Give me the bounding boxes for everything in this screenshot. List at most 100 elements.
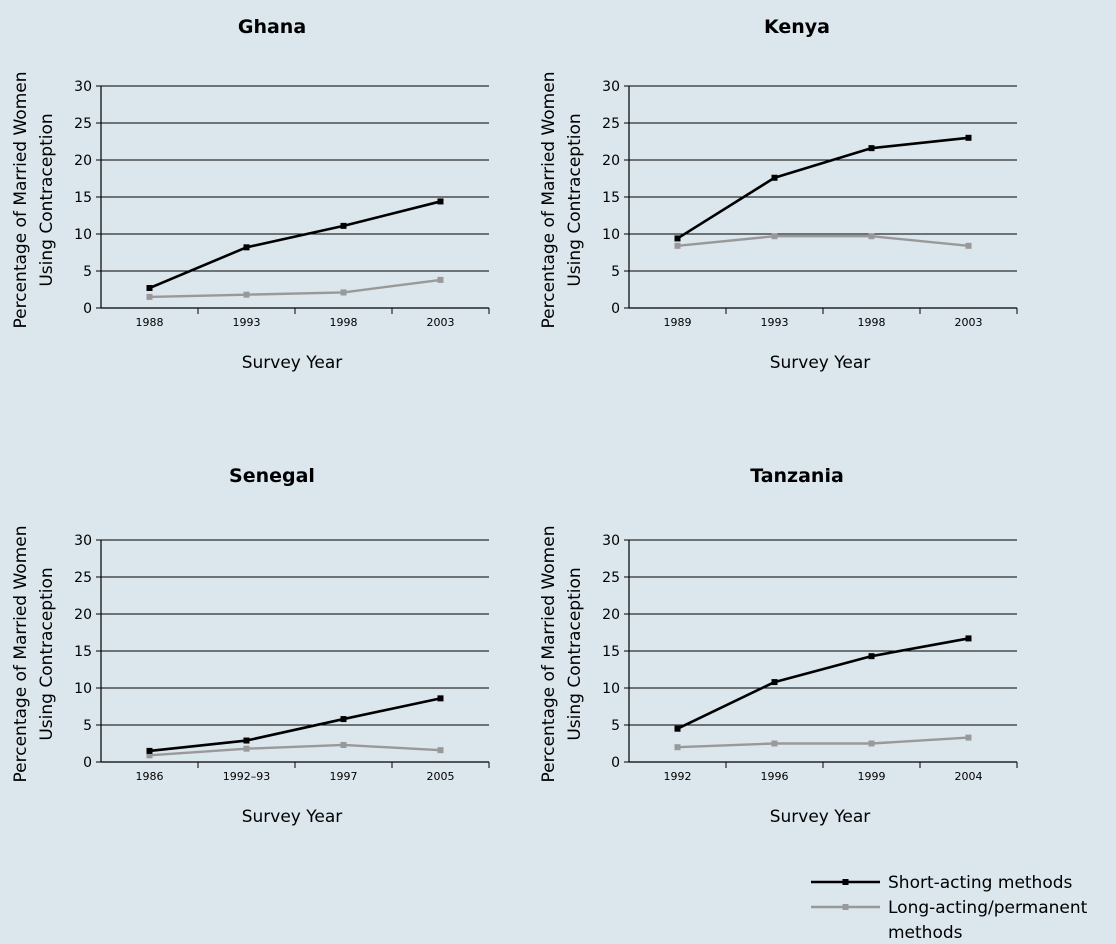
data-point-short-acting [243,737,250,744]
y-tick-label: 10 [602,681,620,697]
y-tick-label: 20 [602,153,620,169]
legend-label: methods [888,923,963,943]
chart-panel-ghana: Ghana 0 5 10 15 20 25 30 1988 1993 1998 2003 Percent… [11,16,490,373]
y-tick-label: 0 [611,755,620,771]
series-line-short-acting [676,136,969,240]
data-point-long-acting [437,747,444,754]
y-tick-label: 30 [74,533,92,549]
x-tick-label: 1986 [136,770,164,783]
chart-panel-kenya: Kenya 0 5 10 15 20 25 30 1989 1993 1998 2003 Percent… [539,16,1018,373]
data-point-short-acting [243,244,250,251]
x-tick-label: 1998 [858,316,886,329]
data-point-short-acting [146,285,153,292]
x-tick-label: 1993 [761,316,789,329]
series-line-short-acting [148,200,441,290]
data-point-short-acting [340,222,347,229]
data-point-short-acting [965,134,972,141]
chart-panel-senegal: Senegal 0 5 10 15 20 25 30 1986 1992–93 1997 2005 Pe… [11,465,490,827]
series-line-long-acting [677,235,969,248]
data-point-short-acting [771,174,778,181]
x-tick-label: 2003 [955,316,983,329]
legend: Short-acting methods Long-acting/permanen… [811,873,1088,943]
y-tick-label: 10 [74,227,92,243]
x-tick-label: 1989 [664,316,692,329]
y-tick-label: 30 [602,79,620,95]
y-axis-label: Using Contraception [565,567,585,740]
y-tick-label: 15 [602,644,620,660]
legend-marker-long-acting [842,904,849,910]
data-point-long-acting [340,741,347,748]
y-tick-label: 25 [602,116,620,132]
x-axis-label: Survey Year [770,353,871,373]
y-tick-label: 10 [602,227,620,243]
x-axis-label: Survey Year [770,807,871,827]
data-point-short-acting [437,198,444,205]
data-point-long-acting [146,752,153,759]
x-tick-label: 1998 [330,316,358,329]
data-point-short-acting [674,235,681,242]
data-point-long-acting [868,740,875,747]
y-tick-label: 10 [74,681,92,697]
y-axis-label: Percentage of Married Women [11,526,31,783]
y-tick-label: 5 [611,718,620,734]
y-tick-label: 25 [74,116,92,132]
y-tick-label: 5 [83,264,92,280]
chart-panel-tanzania: Tanzania 0 5 10 15 20 25 30 1992 1996 1999 2004 Perc… [539,465,1018,827]
y-tick-label: 20 [74,153,92,169]
chart-title: Ghana [238,16,306,38]
y-axis-label: Percentage of Married Women [11,72,31,329]
legend-marker-short-acting [842,879,849,885]
data-point-long-acting [243,745,250,752]
x-axis-label: Survey Year [242,807,343,827]
x-tick-label: 2005 [427,770,455,783]
data-point-short-acting [674,725,681,732]
y-axis-label: Using Contraception [37,567,57,740]
data-point-long-acting [146,293,153,300]
x-tick-label: 1999 [858,770,886,783]
y-tick-label: 30 [74,79,92,95]
chart-title: Tanzania [750,465,844,487]
data-point-long-acting [771,740,778,747]
chart-title: Kenya [764,16,830,38]
data-point-long-acting [437,276,444,283]
data-point-long-acting [243,291,250,298]
y-tick-label: 20 [602,607,620,623]
data-point-short-acting [146,747,153,754]
data-point-long-acting [965,734,972,741]
y-tick-label: 15 [602,190,620,206]
data-point-short-acting [868,145,875,152]
x-tick-label: 1992–93 [223,770,271,783]
data-point-long-acting [965,242,972,249]
data-point-long-acting [771,233,778,240]
x-tick-label: 1988 [136,316,164,329]
y-tick-label: 15 [74,190,92,206]
data-point-short-acting [868,653,875,660]
y-axis-label: Using Contraception [565,113,585,286]
data-point-long-acting [868,233,875,240]
x-axis-label: Survey Year [242,353,343,373]
x-tick-label: 1997 [330,770,358,783]
y-tick-label: 30 [602,533,620,549]
y-tick-label: 25 [602,570,620,586]
data-point-long-acting [674,744,681,751]
y-tick-label: 0 [83,301,92,317]
legend-label: Short-acting methods [888,873,1073,893]
series-line-long-acting [149,743,441,757]
y-tick-label: 5 [83,718,92,734]
data-point-short-acting [771,679,778,686]
series-line-long-acting [677,736,969,749]
data-point-long-acting [340,289,347,296]
data-point-short-acting [437,695,444,702]
y-axis-label: Percentage of Married Women [539,526,559,783]
x-tick-label: 1996 [761,770,789,783]
chart-title: Senegal [229,465,315,487]
y-axis-label: Percentage of Married Women [539,72,559,329]
y-tick-label: 15 [74,644,92,660]
data-point-short-acting [340,716,347,723]
data-point-long-acting [674,242,681,249]
x-tick-label: 2003 [427,316,455,329]
y-tick-label: 0 [611,301,620,317]
legend-label: Long-acting/permanent [888,898,1088,918]
y-tick-label: 5 [611,264,620,280]
